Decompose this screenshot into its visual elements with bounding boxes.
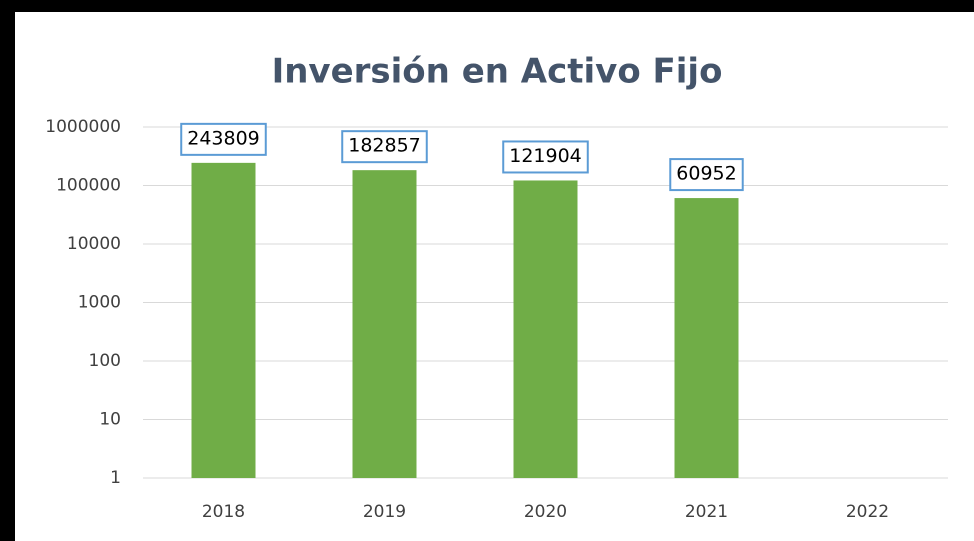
y-tick-label: 100	[89, 351, 121, 371]
y-tick-label: 100000	[56, 176, 121, 196]
bar	[513, 180, 578, 478]
data-label: 121904	[509, 145, 582, 167]
data-label: 243809	[187, 127, 260, 149]
y-tick-label: 1	[110, 468, 121, 488]
data-label: 60952	[676, 163, 736, 185]
chart-area	[15, 12, 974, 541]
x-tick-label: 2022	[846, 502, 889, 522]
bar	[191, 162, 256, 478]
x-tick-label: 2021	[685, 502, 728, 522]
bar	[352, 170, 417, 478]
x-tick-label: 2018	[202, 502, 245, 522]
y-tick-label: 10	[99, 410, 121, 430]
data-label-box	[180, 122, 267, 156]
x-tick-label: 2020	[524, 502, 567, 522]
y-tick-label: 1000000	[45, 117, 121, 137]
bar	[674, 198, 739, 479]
y-tick-label: 1000	[78, 293, 121, 313]
data-label: 182857	[348, 135, 421, 157]
x-tick-label: 2019	[363, 502, 406, 522]
data-label-box	[502, 140, 589, 174]
data-label-box	[341, 130, 428, 164]
y-tick-label: 10000	[67, 234, 121, 254]
data-label-box	[669, 158, 744, 192]
chart-title: Inversión en Activo Fijo	[272, 52, 723, 92]
